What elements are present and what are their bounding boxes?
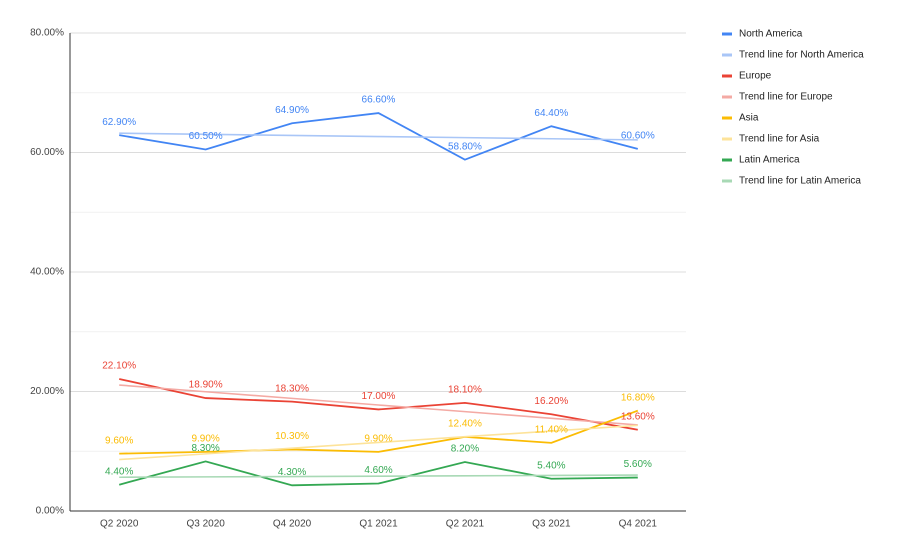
data-label: 9.60%: [105, 435, 133, 446]
data-label: 58.80%: [448, 141, 482, 152]
data-label: 66.60%: [362, 95, 396, 106]
y-tick-label: 80.00%: [30, 28, 64, 39]
data-label: 8.30%: [191, 443, 219, 454]
legend-label: North America: [739, 29, 803, 40]
data-label: 60.50%: [189, 131, 223, 142]
data-label: 10.30%: [275, 431, 309, 442]
data-label: 17.00%: [362, 391, 396, 402]
data-label: 9.90%: [364, 433, 392, 444]
y-tick-label: 40.00%: [30, 267, 64, 278]
data-label: 13.60%: [621, 411, 655, 422]
x-tick-label: Q3 2020: [186, 519, 225, 530]
trend-line: [119, 424, 638, 461]
data-label: 18.10%: [448, 384, 482, 395]
data-label: 11.40%: [535, 425, 568, 436]
legend-label: Trend line for Latin America: [739, 176, 861, 187]
data-label: 4.40%: [105, 466, 133, 477]
data-label: 16.80%: [621, 392, 655, 403]
series-line: [119, 409, 639, 455]
x-tick-label: Q3 2021: [532, 519, 571, 530]
data-label: 9.90%: [191, 433, 219, 444]
legend-label: Latin America: [739, 155, 800, 166]
data-label: 64.90%: [275, 105, 309, 116]
x-tick-label: Q4 2021: [619, 519, 658, 530]
legend-label: Trend line for North America: [739, 50, 864, 61]
series-line: [118, 460, 638, 487]
y-tick-label: 20.00%: [30, 386, 64, 397]
legend-label: Trend line for Asia: [739, 134, 820, 145]
legend-label: Europe: [739, 71, 772, 82]
data-label: 64.40%: [534, 108, 568, 119]
data-label: 8.20%: [451, 444, 479, 455]
data-label: 5.60%: [624, 459, 652, 470]
data-label: 18.30%: [275, 383, 309, 394]
trend-line: [119, 132, 638, 141]
series-line: [119, 378, 638, 431]
y-tick-label: 60.00%: [30, 147, 64, 158]
data-label: 5.40%: [537, 460, 565, 471]
data-label: 4.30%: [278, 467, 306, 478]
data-label: 62.90%: [102, 117, 136, 128]
legend-label: Trend line for Europe: [739, 92, 833, 103]
data-label: 12.40%: [448, 419, 482, 430]
trend-line: [119, 384, 638, 426]
x-tick-label: Q2 2021: [446, 519, 485, 530]
x-tick-label: Q1 2021: [359, 519, 398, 530]
data-label: 60.60%: [621, 131, 655, 142]
x-tick-label: Q4 2020: [273, 519, 312, 530]
trend-line: [119, 474, 638, 479]
data-label: 4.60%: [364, 465, 392, 476]
data-label: 22.10%: [102, 361, 136, 372]
x-tick-label: Q2 2020: [100, 519, 139, 530]
data-label: 16.20%: [534, 396, 568, 407]
data-label: 18.90%: [189, 380, 223, 391]
series-line: [119, 112, 639, 161]
legend-label: Asia: [739, 113, 759, 124]
y-tick-label: 0.00%: [36, 506, 64, 517]
